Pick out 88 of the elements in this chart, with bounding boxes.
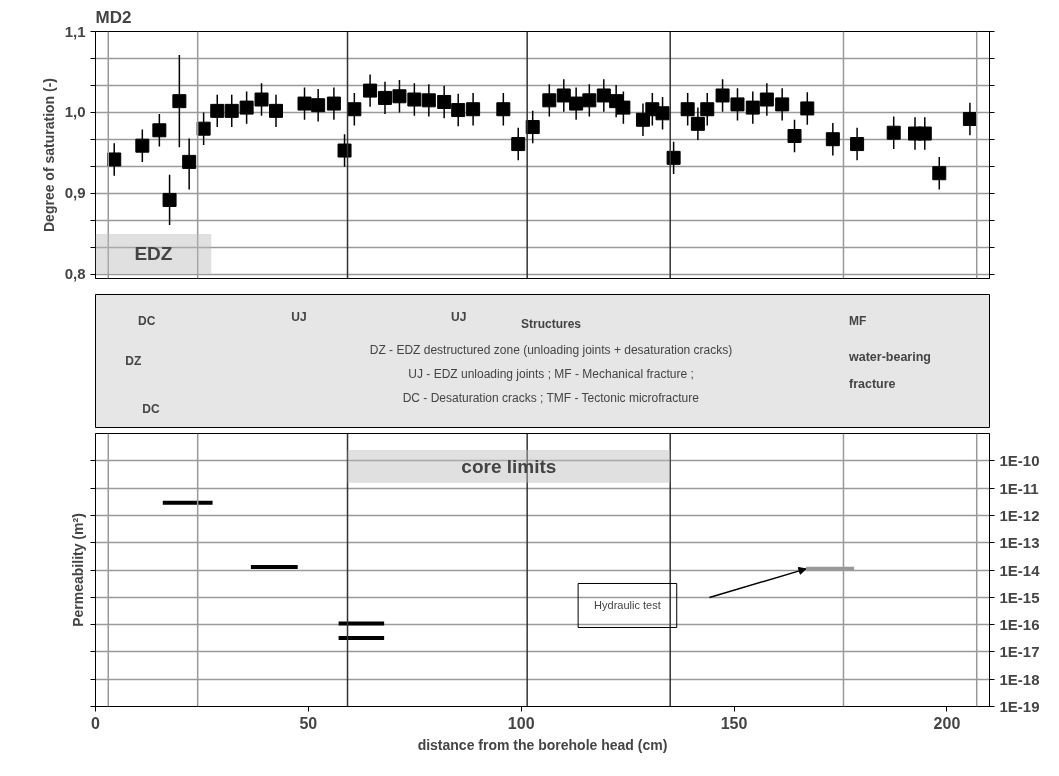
y-tick-label: 1E-19 bbox=[999, 698, 1040, 715]
point bbox=[210, 103, 225, 118]
text: fracture bbox=[849, 376, 896, 391]
point bbox=[496, 102, 511, 117]
y-tick-label: 0,9 bbox=[64, 184, 86, 202]
y-tick-label: 1E-15 bbox=[999, 588, 1040, 606]
point bbox=[616, 100, 631, 115]
band-label: EDZ bbox=[134, 243, 173, 265]
point bbox=[962, 111, 977, 126]
point bbox=[326, 96, 341, 111]
x-axis-title: distance from the borehole head (cm) bbox=[417, 736, 668, 753]
point bbox=[152, 123, 167, 138]
point bbox=[582, 93, 597, 108]
x-tick-label: 150 bbox=[720, 714, 748, 732]
text: MF bbox=[849, 314, 867, 329]
point bbox=[297, 96, 312, 111]
point bbox=[407, 92, 422, 107]
point bbox=[135, 138, 150, 153]
point bbox=[715, 88, 730, 103]
point bbox=[466, 102, 481, 117]
point bbox=[825, 132, 840, 147]
point bbox=[172, 94, 187, 109]
point bbox=[421, 93, 436, 108]
y-tick-label: 1E-14 bbox=[999, 561, 1041, 579]
point bbox=[337, 143, 352, 158]
point bbox=[377, 90, 392, 105]
point bbox=[224, 103, 239, 118]
point bbox=[850, 137, 865, 152]
text: UJ bbox=[291, 310, 307, 325]
y-axis-title: Permeability (m²) bbox=[69, 513, 86, 627]
y-axis-title: Degree of saturation (-) bbox=[40, 77, 57, 233]
y-tick-label: 1E-11 bbox=[999, 479, 1039, 497]
text: DC bbox=[142, 401, 160, 416]
point bbox=[162, 192, 177, 207]
y-tick-label: 1E-10 bbox=[999, 452, 1040, 470]
point bbox=[635, 112, 650, 127]
y-tick-label: 1E-16 bbox=[999, 616, 1040, 634]
point bbox=[886, 125, 901, 140]
x-tick-label: 100 bbox=[507, 714, 535, 732]
text: DC bbox=[138, 314, 156, 329]
point bbox=[745, 100, 760, 115]
chart-title: MD2 bbox=[95, 7, 132, 27]
point bbox=[196, 121, 211, 136]
point bbox=[437, 94, 452, 109]
point bbox=[556, 88, 571, 103]
x-tick-label: 200 bbox=[933, 714, 961, 732]
point bbox=[775, 97, 790, 112]
point bbox=[363, 83, 378, 98]
point bbox=[759, 92, 774, 107]
point bbox=[700, 102, 715, 117]
point bbox=[730, 97, 745, 112]
x-tick-label: 50 bbox=[299, 714, 318, 732]
point bbox=[596, 88, 611, 103]
point bbox=[800, 101, 815, 116]
point bbox=[680, 102, 695, 117]
point bbox=[254, 92, 269, 107]
point bbox=[347, 102, 362, 117]
point bbox=[392, 89, 407, 104]
point bbox=[239, 100, 254, 115]
point bbox=[932, 166, 947, 181]
annotation: Hydraulic test bbox=[594, 599, 661, 612]
point bbox=[917, 126, 932, 141]
text: DZ - EDZ destructured zone (unloading joints + desaturation cracks) bbox=[369, 343, 733, 358]
point bbox=[182, 154, 197, 169]
point bbox=[511, 137, 526, 152]
point bbox=[107, 152, 122, 167]
point bbox=[787, 128, 802, 143]
text: water-bearing bbox=[848, 350, 931, 365]
text: UJ - EDZ unloading joints ; MF - Mechanical fracture ; bbox=[408, 367, 694, 382]
y-tick-label: 1E-17 bbox=[999, 643, 1040, 661]
point bbox=[269, 103, 283, 118]
y-tick-label: 1,0 bbox=[64, 103, 86, 121]
point bbox=[542, 93, 557, 108]
text: DC - Desaturation cracks ; TMF - Tectonic microfracture bbox=[402, 391, 700, 406]
y-tick-label: 0,8 bbox=[64, 265, 86, 283]
y-tick-label: 1,1 bbox=[64, 22, 86, 40]
point bbox=[451, 103, 466, 118]
point bbox=[311, 98, 326, 113]
x-tick-label: 0 bbox=[91, 714, 101, 732]
point bbox=[569, 96, 584, 111]
y-tick-label: 1E-13 bbox=[999, 534, 1040, 552]
text: UJ bbox=[450, 310, 467, 325]
text: DZ bbox=[125, 354, 142, 368]
y-tick-label: 1E-18 bbox=[999, 670, 1040, 688]
y-tick-label: 1E-12 bbox=[999, 506, 1040, 524]
point bbox=[655, 106, 670, 121]
point bbox=[690, 116, 705, 131]
text: Structures bbox=[521, 316, 582, 331]
